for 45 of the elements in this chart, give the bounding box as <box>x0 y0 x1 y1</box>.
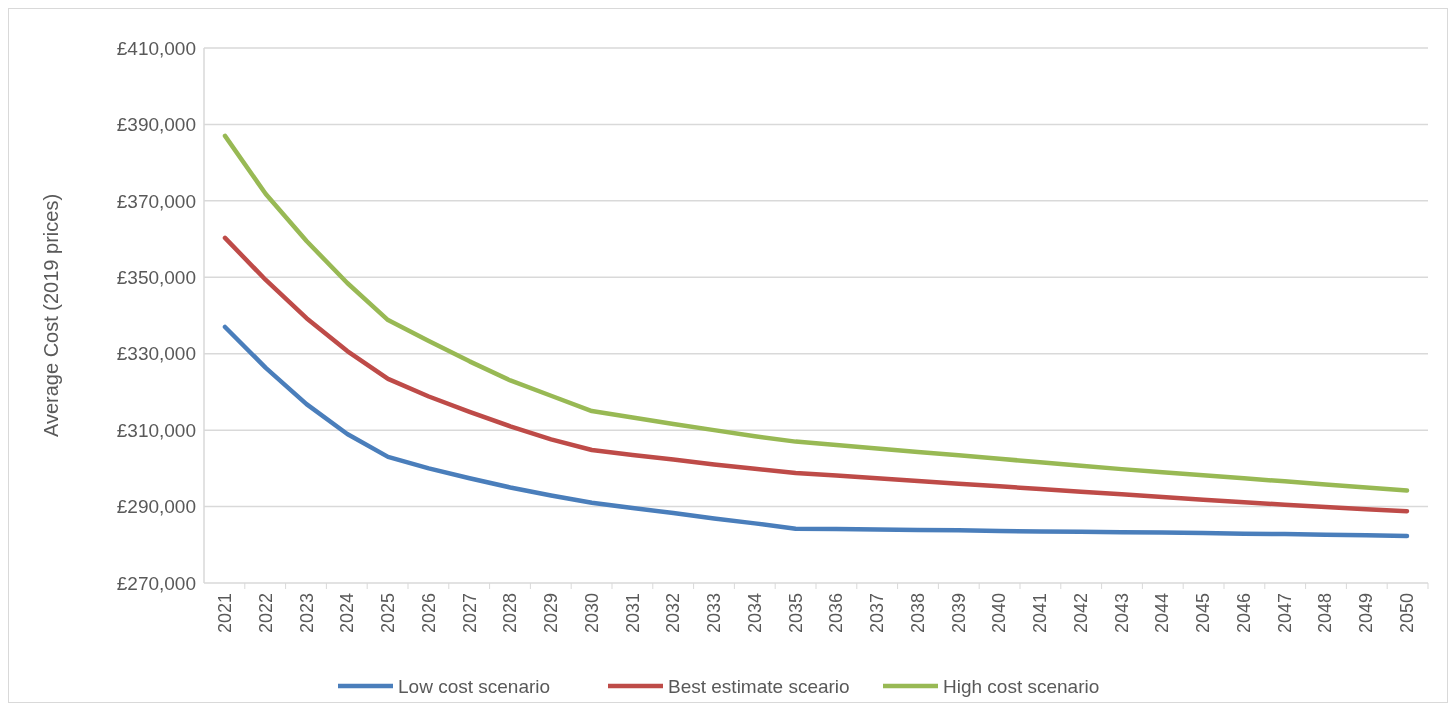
x-tick-label: 2036 <box>826 593 847 634</box>
legend-label: Low cost scenario <box>398 675 551 697</box>
x-tick-label: 2027 <box>459 593 480 634</box>
x-tick-label: 2032 <box>663 593 684 634</box>
y-tick-label: £310,000 <box>116 419 196 441</box>
x-tick-label: 2046 <box>1233 593 1254 634</box>
x-tick-label: 2021 <box>215 593 235 634</box>
x-tick-label: 2030 <box>581 593 602 634</box>
x-tick-label: 2038 <box>907 593 928 634</box>
y-tick-label: £410,000 <box>116 37 196 59</box>
x-tick-label: 2039 <box>948 593 969 634</box>
y-tick-label: £370,000 <box>116 190 196 212</box>
x-tick-label: 2028 <box>500 593 521 634</box>
x-tick-label: 2026 <box>418 593 439 634</box>
x-tick-label: 2033 <box>704 593 725 634</box>
y-axis-title: Average Cost (2019 prices) <box>40 193 62 438</box>
x-tick-label: 2022 <box>255 593 276 634</box>
x-tick-label: 2042 <box>1070 593 1091 634</box>
legend-label: Best estimate sceario <box>668 675 850 697</box>
line-series <box>222 324 1410 539</box>
x-tick-label: 2043 <box>1111 593 1132 634</box>
x-tick-label: 2029 <box>541 593 562 634</box>
x-tick-label: 2045 <box>1193 593 1214 634</box>
line-series <box>222 133 1410 493</box>
x-tick-label: 2023 <box>296 593 317 634</box>
y-tick-label: £390,000 <box>116 114 196 136</box>
x-tick-label: 2025 <box>378 593 399 634</box>
x-tick-label: 2048 <box>1315 593 1336 634</box>
x-tick-label: 2035 <box>785 593 806 634</box>
legend-label: High cost scenario <box>943 675 1100 697</box>
y-tick-label: £350,000 <box>116 266 196 288</box>
x-tick-label: 2050 <box>1397 593 1417 634</box>
x-tick-label: 2047 <box>1274 593 1295 634</box>
x-tick-label: 2034 <box>744 593 765 634</box>
x-tick-label: 2024 <box>337 593 358 634</box>
x-tick-label: 2041 <box>1030 593 1051 634</box>
y-tick-label: £330,000 <box>116 343 196 365</box>
x-tick-label: 2031 <box>622 593 643 634</box>
x-tick-label: 2037 <box>867 593 888 634</box>
x-tick-label: 2044 <box>1152 593 1173 634</box>
x-tick-label: 2040 <box>989 593 1010 634</box>
line-series <box>222 235 1410 514</box>
x-tick-label: 2049 <box>1356 593 1377 634</box>
y-tick-label: £290,000 <box>116 496 196 518</box>
y-tick-label: £270,000 <box>116 572 196 594</box>
